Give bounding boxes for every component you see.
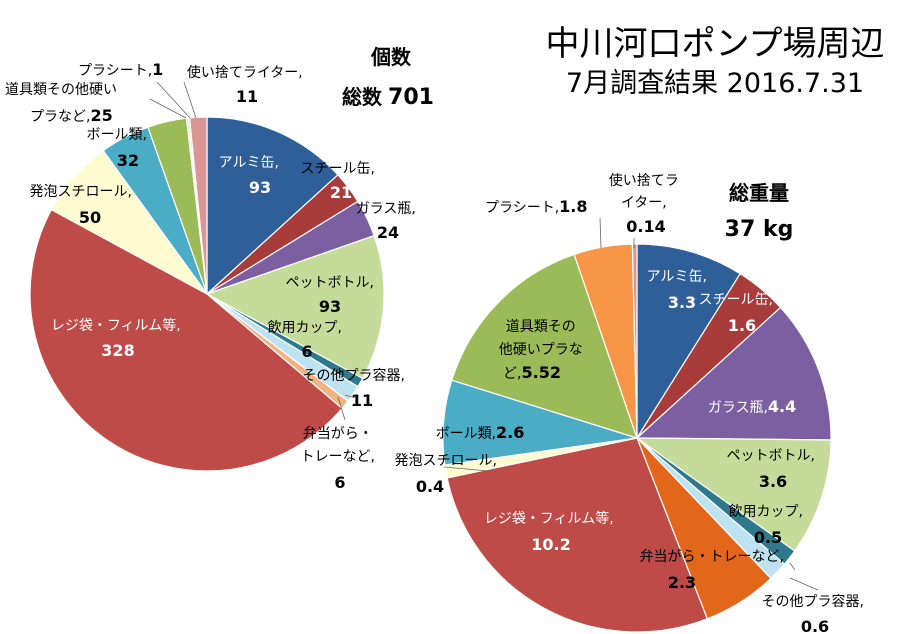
count-total-label: 総数 bbox=[342, 85, 383, 109]
label-bento: 弁当がら・ トレーなど, 6 bbox=[301, 426, 380, 492]
weight-chart-labels: アルミ缶, 3.3 スチール缶, 1.6 ガラス瓶,4.4 ペットボトル, 3.… bbox=[395, 172, 869, 634]
weight-total-value: 37 kg bbox=[725, 217, 794, 242]
leader-line bbox=[599, 217, 602, 249]
w-label-glass: ガラス瓶,4.4 bbox=[708, 397, 797, 416]
w-label-foam: 発泡スチロール, 0.4 bbox=[395, 453, 502, 496]
leader-line bbox=[789, 562, 796, 571]
pie-slice bbox=[631, 243, 638, 439]
label-steel: スチール缶, 21 bbox=[301, 161, 380, 202]
leader-line bbox=[443, 466, 501, 473]
pie-slice bbox=[29, 208, 343, 472]
pie-slice bbox=[636, 243, 742, 441]
leader-line bbox=[156, 81, 191, 119]
pie-slice bbox=[635, 437, 832, 552]
w-label-sheet: プラシート,1.8 bbox=[485, 197, 588, 216]
label-foam: 発泡スチロール, 50 bbox=[30, 184, 137, 227]
w-label-film: レジ袋・フィルム等, 10.2 bbox=[484, 510, 618, 554]
w-label-aluminum: アルミ缶, 3.3 bbox=[647, 269, 712, 312]
w-label-ball: ボール類,2.6 bbox=[436, 423, 525, 442]
weight-pie-chart bbox=[442, 243, 832, 633]
count-total-value: 701 bbox=[388, 85, 434, 110]
count-pie-chart bbox=[29, 116, 385, 472]
label-cup: 飲用カップ, 6 bbox=[268, 320, 347, 361]
leader-line bbox=[337, 396, 346, 421]
label-lighter: 使い捨てライター, 11 bbox=[187, 64, 307, 106]
leader-line bbox=[789, 577, 819, 591]
label-hard-plastic-b: プラなど,25 bbox=[30, 106, 113, 125]
pie-slice bbox=[205, 234, 385, 380]
label-hard-plastic-a: 道具類その他硬い bbox=[5, 82, 117, 98]
label-film: レジ袋・フィルム等, 328 bbox=[51, 317, 185, 360]
label-ball: ボール類, 32 bbox=[87, 127, 152, 170]
leader-line bbox=[344, 394, 356, 399]
label-sheet: プラシート,1 bbox=[78, 60, 163, 79]
pie-slice bbox=[446, 437, 709, 633]
label-other-plastic: その他プラ容器, 11 bbox=[303, 367, 410, 410]
count-chart-labels: アルミ缶, 93 スチール缶, 21 ガラス瓶, 24 ペットボトル, 93 飲… bbox=[5, 60, 421, 492]
count-total: 総数 701 bbox=[342, 85, 434, 110]
w-label-hard-plastic: 道具類その 他硬いプラな ど,5.52 bbox=[499, 319, 587, 382]
title-line-1: 中川河口ポンプ場周辺 bbox=[546, 24, 885, 64]
leader-line bbox=[183, 81, 197, 119]
title-line-2: 7月調査結果 2016.7.31 bbox=[566, 68, 864, 99]
leader-line bbox=[149, 98, 187, 119]
pie-slice bbox=[635, 306, 832, 441]
w-label-steel: スチール缶, 1.6 bbox=[699, 292, 778, 335]
w-label-bento: 弁当がら・トレーなど, 2.3 bbox=[640, 549, 789, 592]
w-label-cup: 飲用カップ, 0.5 bbox=[729, 504, 808, 547]
w-label-pet: ペットボトル, 3.6 bbox=[727, 448, 820, 491]
pie-slice bbox=[206, 116, 339, 296]
weight-chart-title: 総重量 bbox=[729, 181, 789, 205]
w-label-other-plastic: その他プラ容器, 0.6 bbox=[762, 593, 869, 634]
count-chart-title: 個数 bbox=[370, 45, 412, 69]
label-glass: ガラス瓶, 24 bbox=[356, 201, 421, 242]
label-pet: ペットボトル, 93 bbox=[286, 275, 379, 316]
label-aluminum: アルミ缶, 93 bbox=[219, 155, 284, 197]
w-label-lighter: 使い捨てラ イター, 0.14 bbox=[609, 172, 683, 236]
pie-slice bbox=[451, 253, 638, 439]
